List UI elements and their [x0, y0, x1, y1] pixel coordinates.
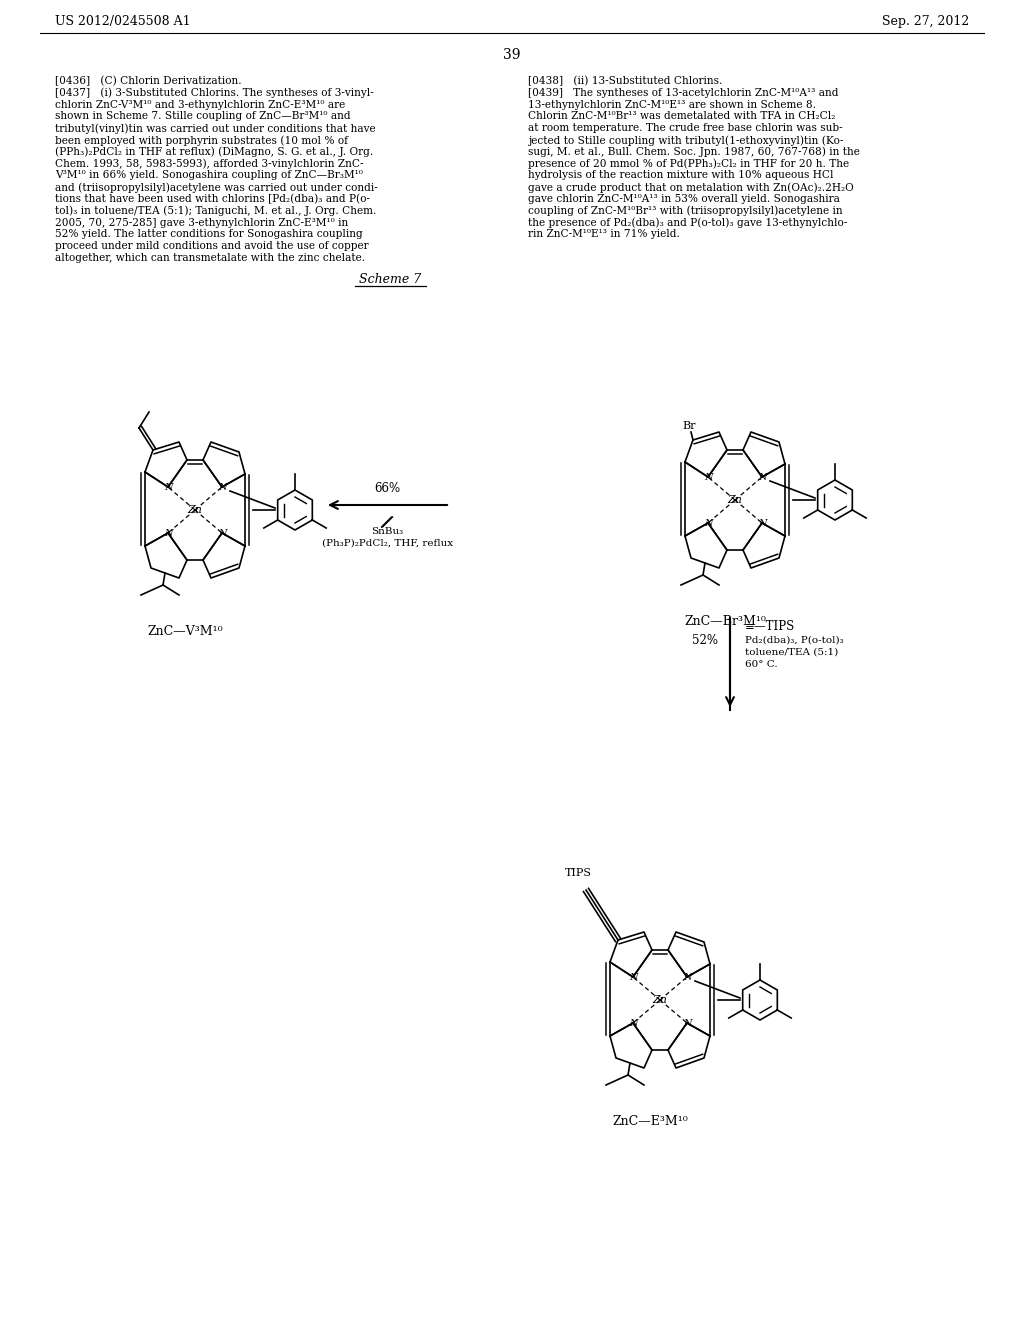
Text: sugi, M. et al., Bull. Chem. Soc. Jpn. 1987, 60, 767-768) in the: sugi, M. et al., Bull. Chem. Soc. Jpn. 1… — [528, 147, 860, 157]
Text: altogether, which can transmetalate with the zinc chelate.: altogether, which can transmetalate with… — [55, 253, 366, 263]
Text: at room temperature. The crude free base chlorin was sub-: at room temperature. The crude free base… — [528, 123, 843, 133]
Text: tributyl(vinyl)tin was carried out under conditions that have: tributyl(vinyl)tin was carried out under… — [55, 123, 376, 133]
Text: 66%: 66% — [375, 483, 400, 495]
Text: N: N — [703, 519, 713, 528]
Text: SnBu₃: SnBu₃ — [372, 527, 403, 536]
Text: 2005, 70, 275-285] gave 3-ethynylchlorin ZnC-E³M¹⁰ in: 2005, 70, 275-285] gave 3-ethynylchlorin… — [55, 218, 348, 227]
Text: shown in Scheme 7. Stille coupling of ZnC—Br³M¹⁰ and: shown in Scheme 7. Stille coupling of Zn… — [55, 111, 350, 121]
Text: gave a crude product that on metalation with Zn(OAc)₂.2H₂O: gave a crude product that on metalation … — [528, 182, 854, 193]
Text: and (triisopropylsilyl)acetylene was carried out under condi-: and (triisopropylsilyl)acetylene was car… — [55, 182, 378, 193]
Text: tol)₃ in toluene/TEA (5:1); Taniguchi, M. et al., J. Org. Chem.: tol)₃ in toluene/TEA (5:1); Taniguchi, M… — [55, 206, 377, 216]
Text: Br: Br — [682, 421, 695, 432]
Text: 39: 39 — [503, 48, 521, 62]
Text: US 2012/0245508 A1: US 2012/0245508 A1 — [55, 16, 190, 29]
Text: N: N — [629, 973, 637, 982]
Text: V³M¹⁰ in 66% yield. Sonogashira coupling of ZnC—Br₃M¹⁰: V³M¹⁰ in 66% yield. Sonogashira coupling… — [55, 170, 362, 181]
Text: Chem. 1993, 58, 5983-5993), afforded 3-vinylchlorin ZnC-: Chem. 1993, 58, 5983-5993), afforded 3-v… — [55, 158, 364, 169]
Text: Sep. 27, 2012: Sep. 27, 2012 — [882, 16, 969, 29]
Text: N: N — [164, 483, 172, 491]
Text: proceed under mild conditions and avoid the use of copper: proceed under mild conditions and avoid … — [55, 242, 369, 251]
Text: jected to Stille coupling with tributyl(1-ethoxyvinyl)tin (Ko-: jected to Stille coupling with tributyl(… — [528, 135, 844, 145]
Text: Chlorin ZnC-M¹⁰Br¹³ was demetalated with TFA in CH₂Cl₂: Chlorin ZnC-M¹⁰Br¹³ was demetalated with… — [528, 111, 836, 121]
Text: tions that have been used with chlorins [Pd₂(dba)₃ and P(o-: tions that have been used with chlorins … — [55, 194, 370, 205]
Text: 52% yield. The latter conditions for Sonogashira coupling: 52% yield. The latter conditions for Son… — [55, 230, 362, 239]
Text: coupling of ZnC-M¹⁰Br¹³ with (triisopropylsilyl)acetylene in: coupling of ZnC-M¹⁰Br¹³ with (triisoprop… — [528, 206, 843, 216]
Text: ZnC—V³M¹⁰: ZnC—V³M¹⁰ — [147, 624, 223, 638]
Text: [0438]   (ii) 13-Substituted Chlorins.: [0438] (ii) 13-Substituted Chlorins. — [528, 77, 722, 86]
Text: [0437]   (i) 3-Substituted Chlorins. The syntheses of 3-vinyl-: [0437] (i) 3-Substituted Chlorins. The s… — [55, 88, 374, 99]
Text: rin ZnC-M¹⁰E¹³ in 71% yield.: rin ZnC-M¹⁰E¹³ in 71% yield. — [528, 230, 680, 239]
Text: 60° C.: 60° C. — [745, 660, 777, 669]
Text: [0436]   (C) Chlorin Derivatization.: [0436] (C) Chlorin Derivatization. — [55, 77, 242, 86]
Text: TIPS: TIPS — [564, 869, 592, 878]
Text: [0439]   The syntheses of 13-acetylchlorin ZnC-M¹⁰A¹³ and: [0439] The syntheses of 13-acetylchlorin… — [528, 88, 839, 98]
Text: 13-ethynylchlorin ZnC-M¹⁰E¹³ are shown in Scheme 8.: 13-ethynylchlorin ZnC-M¹⁰E¹³ are shown i… — [528, 99, 816, 110]
Text: presence of 20 mmol % of Pd(PPh₃)₂Cl₂ in THF for 20 h. The: presence of 20 mmol % of Pd(PPh₃)₂Cl₂ in… — [528, 158, 849, 169]
Text: the presence of Pd₂(dba)₃ and P(o-tol)₃ gave 13-ethynylchlo-: the presence of Pd₂(dba)₃ and P(o-tol)₃ … — [528, 218, 847, 228]
Text: Zn: Zn — [652, 995, 668, 1005]
Text: Zn: Zn — [187, 506, 203, 515]
Text: N: N — [758, 473, 766, 482]
Text: N: N — [629, 1019, 637, 1027]
Text: hydrolysis of the reaction mixture with 10% aqueous HCl: hydrolysis of the reaction mixture with … — [528, 170, 834, 181]
Text: Zn: Zn — [728, 495, 742, 506]
Text: ≡—TIPS: ≡—TIPS — [745, 620, 796, 634]
Text: N: N — [758, 519, 766, 528]
Text: 52%: 52% — [692, 634, 718, 647]
Text: N: N — [218, 528, 226, 537]
Text: N: N — [683, 973, 691, 982]
Text: gave chlorin ZnC-M¹⁰A¹³ in 53% overall yield. Sonogashira: gave chlorin ZnC-M¹⁰A¹³ in 53% overall y… — [528, 194, 840, 205]
Text: Pd₂(dba)₃, P(o-tol)₃: Pd₂(dba)₃, P(o-tol)₃ — [745, 636, 844, 645]
Text: N: N — [683, 1019, 691, 1027]
Text: ZnC—Br³M¹⁰: ZnC—Br³M¹⁰ — [684, 615, 766, 628]
Text: ZnC—E³M¹⁰: ZnC—E³M¹⁰ — [612, 1115, 688, 1129]
Text: N: N — [218, 483, 226, 491]
Text: N: N — [703, 473, 713, 482]
Text: N: N — [164, 528, 172, 537]
Text: chlorin ZnC-V³M¹⁰ and 3-ethynylchlorin ZnC-E³M¹⁰ are: chlorin ZnC-V³M¹⁰ and 3-ethynylchlorin Z… — [55, 99, 345, 110]
Text: toluene/TEA (5:1): toluene/TEA (5:1) — [745, 648, 839, 657]
Text: (Ph₃P)₂PdCl₂, THF, reflux: (Ph₃P)₂PdCl₂, THF, reflux — [322, 539, 453, 548]
Text: (PPh₃)₂PdCl₂ in THF at reflux) (DiMagno, S. G. et al., J. Org.: (PPh₃)₂PdCl₂ in THF at reflux) (DiMagno,… — [55, 147, 374, 157]
Text: been employed with porphyrin substrates (10 mol % of: been employed with porphyrin substrates … — [55, 135, 348, 145]
Text: Scheme 7: Scheme 7 — [358, 273, 421, 286]
